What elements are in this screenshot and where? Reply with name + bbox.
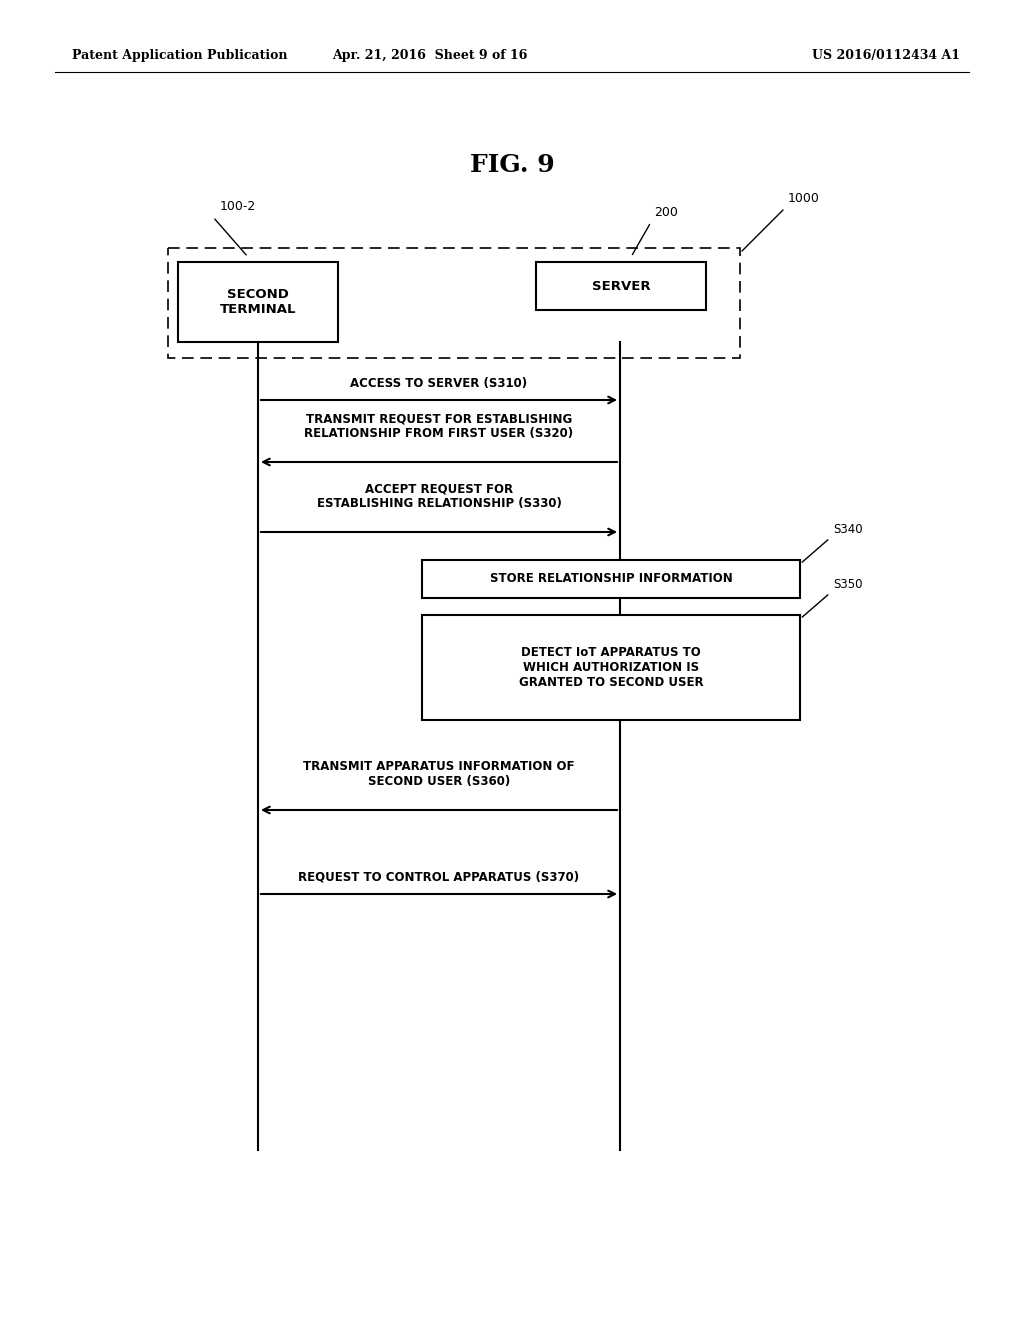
Text: 200: 200 — [654, 206, 678, 219]
Text: US 2016/0112434 A1: US 2016/0112434 A1 — [812, 49, 961, 62]
Text: S350: S350 — [833, 578, 862, 591]
Text: 100-2: 100-2 — [220, 201, 256, 213]
Text: SERVER: SERVER — [592, 280, 650, 293]
Text: DETECT IoT APPARATUS TO
WHICH AUTHORIZATION IS
GRANTED TO SECOND USER: DETECT IoT APPARATUS TO WHICH AUTHORIZAT… — [519, 645, 703, 689]
Text: ACCESS TO SERVER (S310): ACCESS TO SERVER (S310) — [350, 378, 527, 389]
Text: 1000: 1000 — [788, 191, 820, 205]
Text: TRANSMIT APPARATUS INFORMATION OF
SECOND USER (S360): TRANSMIT APPARATUS INFORMATION OF SECOND… — [303, 760, 574, 788]
Text: FIG. 9: FIG. 9 — [470, 153, 554, 177]
Text: Patent Application Publication: Patent Application Publication — [72, 49, 288, 62]
Polygon shape — [422, 615, 800, 719]
Text: SECOND
TERMINAL: SECOND TERMINAL — [220, 288, 296, 315]
Text: Apr. 21, 2016  Sheet 9 of 16: Apr. 21, 2016 Sheet 9 of 16 — [333, 49, 527, 62]
Polygon shape — [178, 261, 338, 342]
Text: REQUEST TO CONTROL APPARATUS (S370): REQUEST TO CONTROL APPARATUS (S370) — [298, 871, 580, 884]
Text: S340: S340 — [833, 523, 862, 536]
Text: ACCEPT REQUEST FOR
ESTABLISHING RELATIONSHIP (S330): ACCEPT REQUEST FOR ESTABLISHING RELATION… — [316, 482, 561, 510]
Text: STORE RELATIONSHIP INFORMATION: STORE RELATIONSHIP INFORMATION — [489, 573, 732, 586]
Polygon shape — [422, 560, 800, 598]
Text: TRANSMIT REQUEST FOR ESTABLISHING
RELATIONSHIP FROM FIRST USER (S320): TRANSMIT REQUEST FOR ESTABLISHING RELATI… — [304, 412, 573, 440]
Polygon shape — [536, 261, 706, 310]
